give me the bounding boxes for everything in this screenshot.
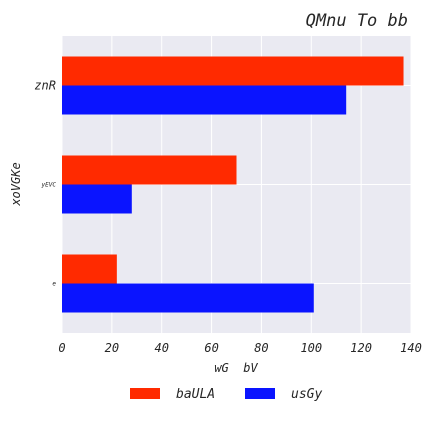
category-labels: znR yEVC e — [34, 79, 56, 288]
bars — [62, 56, 404, 313]
chart-title: QMnu To bb — [306, 11, 408, 31]
category-label-znR: znR — [34, 79, 56, 93]
legend-swatch-usGy — [245, 388, 275, 399]
category-label-yEVC: yEVC — [41, 182, 57, 189]
legend-swatch-baULA — [130, 388, 160, 399]
x-tick-labels: 0 20 40 60 80 100 120 140 — [58, 341, 421, 355]
x-tick-label-60: 60 — [204, 341, 218, 355]
x-tick-label-0: 0 — [58, 341, 65, 355]
y-axis-label: xoVGKe — [9, 162, 23, 206]
x-tick-label-120: 120 — [350, 341, 372, 355]
legend-label-baULA: baULA — [176, 387, 215, 402]
legend-label-usGy: usGy — [291, 387, 322, 402]
legend: baULA usGy — [130, 387, 322, 402]
x-tick-label-80: 80 — [254, 341, 268, 355]
bar-usGy-yEVC — [62, 184, 132, 214]
bar-usGy-e — [62, 283, 314, 313]
x-tick-label-140: 140 — [400, 341, 422, 355]
category-label-e: e — [52, 281, 56, 288]
x-tick-label-40: 40 — [154, 341, 168, 355]
bar-baULA-znR — [62, 56, 404, 86]
x-axis-label: wG bV — [214, 361, 258, 375]
x-tick-label-100: 100 — [300, 341, 322, 355]
bar-baULA-e — [62, 254, 117, 284]
bar-baULA-yEVC — [62, 155, 237, 185]
x-tick-label-20: 20 — [105, 341, 119, 355]
bar-usGy-znR — [62, 85, 347, 115]
